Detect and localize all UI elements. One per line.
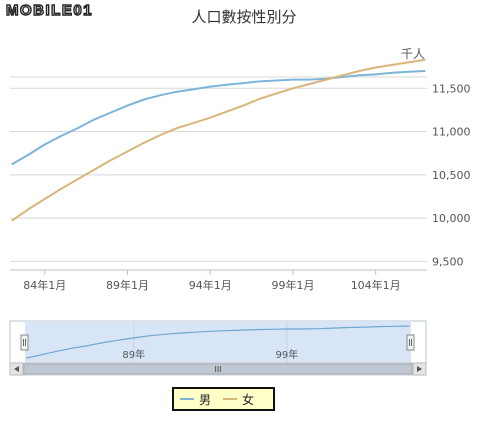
y-tick-label: 9,500 <box>432 255 464 268</box>
x-tick-label: 94年1月 <box>189 278 232 292</box>
y-tick-label: 10,000 <box>432 212 471 225</box>
legend-line-female <box>223 398 238 400</box>
legend-item-male[interactable]: 男 <box>180 391 211 408</box>
legend-label-female: 女 <box>242 392 255 407</box>
arrow-right-icon <box>417 366 422 372</box>
main-chart: 9,500 10,000 10,500 11,000 11,500 84年1月 89年1月… <box>10 58 471 292</box>
scrollbar-grip: III <box>214 365 221 374</box>
arrow-left-icon <box>14 366 19 372</box>
x-tick-label: 89年1月 <box>106 278 149 292</box>
x-tick-labels: 84年1月 89年1月 94年1月 99年1月 104年1月 <box>23 278 400 292</box>
range-navigator[interactable]: 89年 99年 III <box>0 318 488 378</box>
legend: 男 女 <box>172 387 275 411</box>
navigator-labels: 89年 99年 <box>122 348 298 361</box>
legend-label-male: 男 <box>199 392 212 407</box>
x-tick-label: 99年1月 <box>271 278 314 292</box>
series-layer <box>11 58 426 222</box>
x-axis <box>10 269 427 275</box>
y-axis-unit: 千人 <box>401 47 426 61</box>
legend-line-male <box>180 398 194 400</box>
logo-text: MOBILE01 <box>5 1 94 19</box>
mobile01-logo: MOBILE01 <box>3 0 103 22</box>
navigator-left-handle[interactable] <box>20 334 29 351</box>
navigator-label: 99年 <box>276 348 299 361</box>
chart-title: 人口數按性別分 <box>191 8 297 26</box>
y-tick-label: 11,500 <box>432 82 471 95</box>
y-tick-label: 11,000 <box>432 126 471 139</box>
series-line-male[interactable] <box>11 70 426 166</box>
navigator-right-handle[interactable] <box>406 334 415 351</box>
legend-item-female[interactable]: 女 <box>223 391 254 408</box>
grid-lines <box>10 76 427 262</box>
series-line-female[interactable] <box>11 58 426 222</box>
y-tick-labels: 9,500 10,000 10,500 11,000 11,500 <box>432 82 471 268</box>
navigator-selected-range <box>25 322 411 363</box>
x-tick-label: 104年1月 <box>351 278 401 292</box>
navigator-series-line <box>26 325 410 359</box>
scrollbar-thumb[interactable] <box>23 363 413 375</box>
navigator-label: 89年 <box>122 348 145 361</box>
x-tick-label: 84年1月 <box>23 278 66 292</box>
y-tick-label: 10,500 <box>432 169 471 182</box>
